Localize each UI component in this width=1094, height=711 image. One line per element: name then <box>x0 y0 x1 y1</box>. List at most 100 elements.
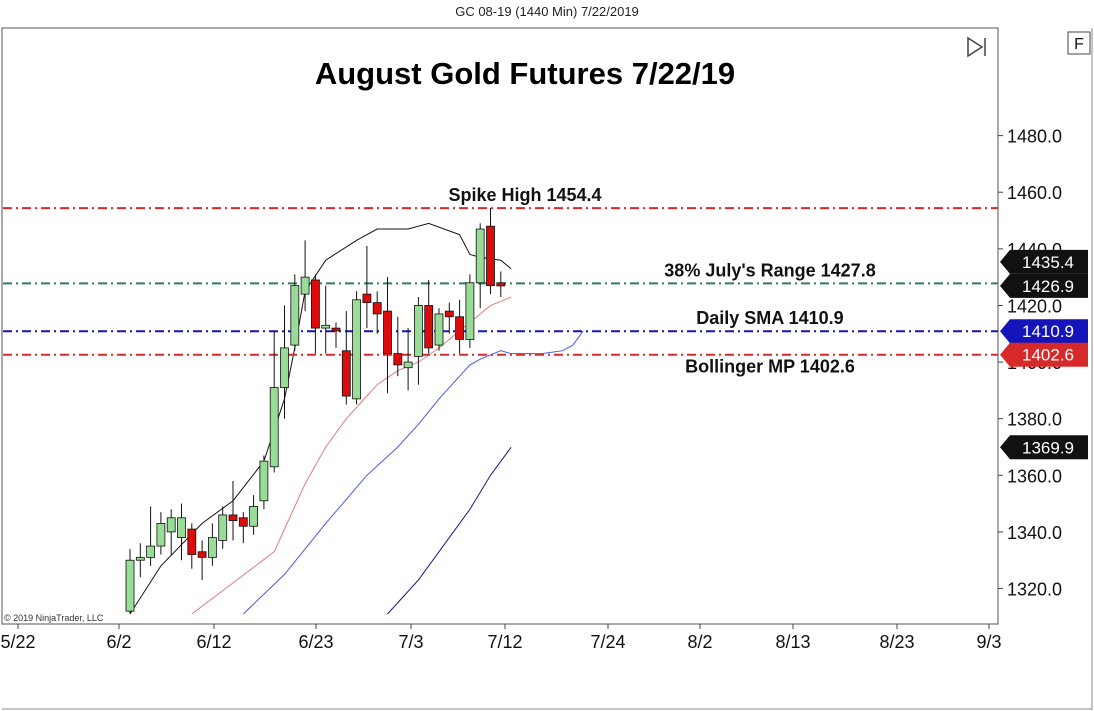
x-tick-label: 8/2 <box>687 632 712 652</box>
candle <box>403 328 413 391</box>
price-badge-bollinger_mp: 1402.6 <box>1000 342 1088 367</box>
daily_sma-label: Daily SMA 1410.9 <box>696 308 843 328</box>
candle <box>156 512 166 555</box>
candle <box>207 523 217 566</box>
y-tick-label: 1360.0 <box>1007 466 1062 486</box>
candle-body-up <box>218 514 228 541</box>
candle-body-down <box>383 310 392 354</box>
price-badge-upper-shape <box>1000 249 1088 274</box>
x-tick-label: 7/12 <box>487 632 522 652</box>
candle <box>383 277 392 394</box>
y-tick-label: 1480.0 <box>1007 127 1062 147</box>
plot-area[interactable] <box>1 27 999 625</box>
candle-body-up <box>156 523 166 547</box>
candle <box>197 540 207 581</box>
price-badge-july_range-shape <box>1000 273 1088 298</box>
price-badge-bollinger_mp-shape <box>1000 342 1088 367</box>
candle <box>486 208 495 295</box>
candle-body-up <box>465 282 475 340</box>
candle-body-up <box>352 299 362 400</box>
f-button-label: F <box>1074 36 1084 53</box>
candle <box>187 523 197 569</box>
y-tick-label: 1420.0 <box>1007 296 1062 316</box>
candle-body-down <box>486 225 495 287</box>
candle-body-down <box>444 310 454 318</box>
upper-envelope-line <box>129 222 512 615</box>
x-tick-label: 6/12 <box>196 632 231 652</box>
candle-body-up <box>259 460 269 502</box>
x-tick-label: 6/23 <box>298 632 333 652</box>
candle <box>135 543 145 578</box>
candle <box>434 308 444 351</box>
candle <box>249 495 259 535</box>
price-badge-lower: 1369.9 <box>1000 435 1088 460</box>
y-tick-label: 1380.0 <box>1007 410 1062 430</box>
candle-body-up <box>475 228 485 284</box>
price-badge-july_range-text: 1426.9 <box>1022 277 1074 296</box>
y-tick-label: 1460.0 <box>1007 183 1062 203</box>
candle-body-down <box>496 282 506 287</box>
candle-body-up <box>269 387 279 468</box>
y-tick-label: 1340.0 <box>1007 523 1062 543</box>
copyright-text: © 2019 NinjaTrader, LLC <box>4 613 104 623</box>
y-tick-label: 1320.0 <box>1007 580 1062 600</box>
chart-title: August Gold Futures 7/22/19 <box>315 56 735 91</box>
bollinger_mp-label: Bollinger MP 1402.6 <box>685 357 855 377</box>
f-button[interactable]: F <box>1067 31 1091 55</box>
candle-body-up <box>300 276 310 295</box>
time-axis[interactable]: 5/22 6/2 6/12 6/23 7/3 7/12 7/24 8/2 8/13 8/23 9/3 <box>0 624 1002 652</box>
x-tick-label: 5/22 <box>0 632 35 652</box>
candle <box>125 548 135 614</box>
candle <box>290 274 300 351</box>
candle <box>455 299 465 354</box>
candle <box>465 274 475 348</box>
price-badge-lower-shape <box>1000 435 1088 460</box>
candle-body-down <box>341 350 351 397</box>
candle <box>341 311 351 405</box>
candle-body-up <box>403 361 413 369</box>
x-tick-label: 8/23 <box>879 632 914 652</box>
candle <box>424 279 434 354</box>
price-badge-upper-text: 1435.4 <box>1022 253 1074 272</box>
candle-body-down <box>331 327 341 332</box>
candle-body-down <box>187 528 197 555</box>
candle-body-down <box>393 353 403 366</box>
x-tick-label: 6/2 <box>106 632 131 652</box>
price-badge-upper: 1435.4 <box>1000 249 1088 274</box>
july_range-label: 38% July's Range 1427.8 <box>664 260 875 280</box>
candle-body-up <box>321 324 331 329</box>
candle-body-down <box>238 517 248 527</box>
candle-body-down <box>455 316 465 340</box>
skip-to-end-icon[interactable] <box>967 36 986 58</box>
x-tick-label: 7/24 <box>590 632 625 652</box>
price-badge-july_range: 1426.9 <box>1000 273 1088 298</box>
candle-body-up <box>207 537 217 558</box>
price-badge-bollinger_mp-text: 1402.6 <box>1022 346 1074 365</box>
candle-body-down <box>372 302 382 315</box>
indicator-lines <box>129 222 584 615</box>
x-tick-label: 9/3 <box>976 632 1001 652</box>
candle <box>228 480 238 541</box>
candles <box>125 208 506 614</box>
candle-body-up <box>434 313 444 346</box>
candle <box>269 330 279 473</box>
candle-body-up <box>177 517 186 538</box>
price-badges: 1435.4 1369.9 1426.9 1410.9 1402.6 <box>1000 249 1088 460</box>
candle <box>259 455 269 510</box>
candle-body-down <box>424 305 434 349</box>
window-title: GC 08-19 (1440 Min) 7/22/2019 <box>455 4 639 19</box>
candle-body-up <box>280 347 289 388</box>
candle <box>362 246 372 329</box>
x-tick-label: 8/13 <box>775 632 810 652</box>
candle <box>444 302 454 334</box>
candle <box>146 506 156 566</box>
candle-body-up <box>290 285 300 346</box>
candle-body-up <box>146 545 156 558</box>
candle <box>475 223 485 309</box>
candle <box>321 285 331 354</box>
candle-body-up <box>166 517 176 533</box>
price-badge-daily_sma-text: 1410.9 <box>1022 322 1074 341</box>
candle <box>280 305 289 419</box>
